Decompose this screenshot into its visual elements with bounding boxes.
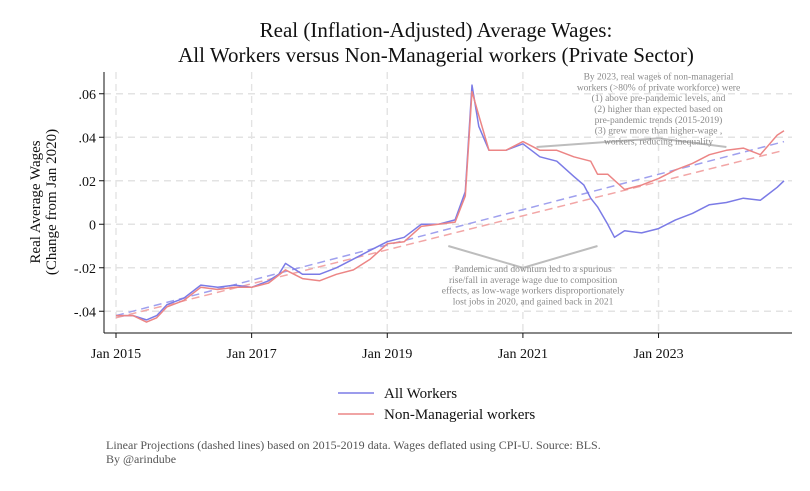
annotation-pandemic-line: effects, as low-wage workers disproporti…: [442, 286, 625, 297]
annotation-post-pandemic-line: By 2023, real wages of non-managerial: [584, 72, 734, 83]
annotation-pandemic-line: rise/fall in average wage due to composi…: [449, 275, 618, 286]
footnote-author: By @arindube: [106, 452, 176, 466]
series-layer: [116, 84, 785, 323]
annotation-post-pandemic-line: workers, reducing inequality: [604, 137, 713, 147]
annotation-post-pandemic-line: (3) grew more than higher-wage ,: [595, 126, 722, 137]
x-tick-label: Jan 2021: [498, 347, 548, 362]
legend: All Workers Non-Managerial workers: [338, 386, 535, 423]
tick-layer: -.04 -.02 0 .02 .04 .06 Jan 2015 Jan 2017 Jan 20…: [74, 88, 684, 362]
legend-label-all-workers: All Workers: [384, 386, 457, 402]
footnote-source: Linear Projections (dashed lines) based …: [106, 438, 601, 452]
chart-title-line-1: Real (Inflation-Adjusted) Average Wages:: [260, 18, 613, 42]
y-tick-label: -.04: [74, 305, 96, 320]
projection-line-non-managerial-projection: [115, 149, 785, 319]
chart-title-line-2: All Workers versus Non-Managerial worker…: [178, 43, 694, 67]
annotation-post-pandemic-line: (2) higher than expected based on: [594, 104, 723, 115]
y-tick-label: 0: [89, 218, 96, 233]
y-tick-label: .06: [79, 88, 97, 103]
legend-label-non-managerial: Non-Managerial workers: [384, 407, 535, 423]
annotation-pandemic-line: lost jobs in 2020, and gained back in 20…: [453, 298, 614, 308]
annotation-post-pandemic-line: (1) above pre-pandemic levels, and: [592, 93, 726, 104]
y-axis-label-line-2: (Change from Jan 2020): [44, 129, 60, 275]
x-tick-label: Jan 2019: [362, 347, 412, 362]
y-axis-label: Real Average Wages (Change from Jan 2020…: [28, 129, 60, 275]
series-line-non-managerial-workers: [116, 90, 785, 323]
y-tick-label: .02: [79, 175, 97, 190]
y-axis-label-line-1: Real Average Wages: [28, 140, 44, 263]
annotation-bracket-pandemic: [448, 245, 598, 269]
x-tick-label: Jan 2015: [91, 347, 141, 362]
annotation-pandemic-line: Pandemic and downturn led to a spurious: [454, 265, 612, 275]
annotation-bracket-post-pandemic: [536, 137, 727, 148]
y-tick-label: -.02: [74, 262, 96, 277]
annotation-post-pandemic-line: pre-pandemic trends (2015-2019): [595, 115, 723, 126]
annotation-post-pandemic-line: workers (>80% of private workforce) were: [577, 82, 740, 93]
grid-layer: [104, 72, 792, 333]
y-tick-label: .04: [79, 131, 97, 146]
x-tick-label: Jan 2023: [633, 347, 683, 362]
annotation-layer: By 2023, real wages of non-managerialwor…: [442, 72, 740, 308]
x-tick-label: Jan 2017: [227, 347, 277, 362]
